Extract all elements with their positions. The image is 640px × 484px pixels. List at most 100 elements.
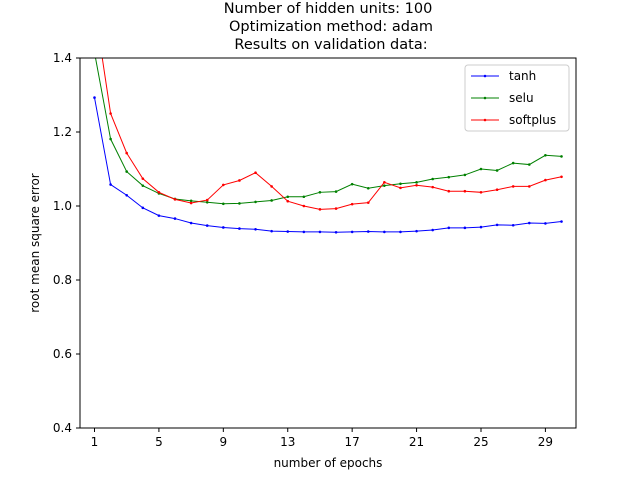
data-point-softplus — [527, 185, 531, 188]
legend: tanh selu softplus — [464, 64, 570, 132]
data-point-selu — [350, 182, 354, 186]
data-point-selu — [495, 169, 499, 172]
data-point-tanh — [447, 226, 451, 230]
data-point-selu — [125, 170, 129, 173]
data-point-selu — [544, 154, 547, 157]
data-point-softplus — [447, 189, 451, 193]
data-point-selu — [431, 177, 434, 181]
data-point-selu — [141, 184, 145, 187]
legend-marker-selu — [483, 96, 487, 100]
data-point-selu — [560, 155, 563, 158]
x-tick-label: 17 — [345, 435, 360, 449]
data-point-softplus — [463, 189, 467, 193]
data-point-softplus — [189, 201, 193, 205]
data-point-softplus — [141, 177, 145, 180]
series-line-tanh — [93, 97, 562, 233]
data-point-tanh — [254, 228, 257, 231]
y-axis: 0.4 0.6 0.8 1.0 1.2 1.4 — [53, 51, 80, 435]
data-point-selu — [270, 199, 273, 202]
data-point-tanh — [350, 230, 354, 234]
data-point-softplus — [254, 171, 257, 174]
data-point-softplus — [544, 178, 547, 182]
x-tick-label: 9 — [220, 435, 228, 449]
data-point-tanh — [286, 230, 290, 233]
data-point-softplus — [318, 208, 322, 211]
data-point-tanh — [270, 229, 273, 233]
chart-title-line-2: Optimization method: adam — [229, 19, 433, 35]
legend-label-softplus: softplus — [509, 113, 556, 127]
data-point-tanh — [189, 221, 193, 225]
data-point-softplus — [238, 179, 241, 182]
x-tick-label: 1 — [91, 435, 99, 449]
data-point-softplus — [366, 201, 370, 204]
data-point-tanh — [125, 193, 129, 197]
data-point-selu — [511, 161, 515, 165]
data-point-softplus — [205, 198, 209, 202]
data-point-tanh — [173, 217, 177, 220]
data-point-tanh — [511, 223, 515, 227]
y-tick-label: 0.6 — [53, 347, 72, 361]
data-point-selu — [399, 182, 402, 186]
x-tick-label: 5 — [155, 435, 163, 449]
data-point-selu — [205, 201, 209, 204]
y-axis-label: root mean square error — [28, 173, 42, 313]
data-point-tanh — [222, 226, 225, 229]
data-point-selu — [109, 137, 112, 141]
data-point-tanh — [463, 226, 467, 230]
data-point-tanh — [334, 230, 338, 234]
y-tick-label: 0.4 — [53, 421, 72, 435]
legend-label-tanh: tanh — [509, 69, 536, 83]
data-point-softplus — [157, 191, 161, 194]
data-point-softplus — [383, 181, 386, 184]
data-point-softplus — [286, 199, 290, 203]
x-axis: 1 5 9 13 17 21 25 29 — [91, 428, 553, 449]
data-point-tanh — [415, 229, 418, 233]
data-point-tanh — [495, 223, 499, 227]
data-point-softplus — [109, 112, 112, 115]
data-point-selu — [302, 195, 306, 199]
data-point-softplus — [222, 183, 225, 187]
series-layer — [93, 58, 563, 234]
legend-marker-softplus — [483, 118, 487, 122]
data-point-selu — [447, 175, 451, 179]
data-point-tanh — [366, 230, 370, 233]
y-tick-label: 1.4 — [53, 51, 72, 65]
legend-label-selu: selu — [509, 91, 534, 105]
x-tick-label: 29 — [538, 435, 553, 449]
data-point-selu — [463, 173, 467, 177]
data-point-selu — [415, 181, 418, 184]
data-point-tanh — [238, 227, 241, 230]
data-point-softplus — [270, 185, 273, 188]
data-point-selu — [318, 191, 322, 194]
data-point-selu — [254, 200, 257, 204]
chart-title-line-1: Number of hidden units: 100 — [224, 1, 433, 17]
data-point-selu — [366, 186, 370, 190]
data-point-softplus — [334, 207, 338, 210]
data-point-tanh — [318, 230, 322, 234]
data-point-tanh — [302, 230, 306, 234]
data-point-tanh — [479, 225, 483, 229]
plot-frame — [79, 57, 577, 429]
data-point-selu — [527, 163, 531, 166]
data-point-tanh — [431, 228, 434, 232]
chart-title-line-3: Results on validation data: — [234, 37, 427, 53]
x-axis-label: number of epochs — [274, 456, 383, 470]
x-tick-label: 25 — [473, 435, 488, 449]
y-tick-label: 0.8 — [53, 273, 72, 287]
data-point-softplus — [431, 185, 434, 189]
data-point-selu — [189, 199, 193, 203]
data-point-selu — [383, 184, 386, 187]
series-line-softplus — [101, 58, 562, 210]
data-point-tanh — [383, 230, 386, 234]
legend-box — [464, 64, 570, 132]
data-point-softplus — [511, 185, 515, 188]
data-point-tanh — [141, 206, 145, 210]
data-point-tanh — [527, 221, 531, 225]
data-point-selu — [222, 202, 225, 206]
y-tick-label: 1.0 — [53, 199, 72, 213]
data-point-softplus — [560, 175, 563, 179]
x-tick-label: 21 — [409, 435, 424, 449]
data-point-softplus — [173, 198, 177, 201]
data-point-softplus — [302, 204, 306, 208]
